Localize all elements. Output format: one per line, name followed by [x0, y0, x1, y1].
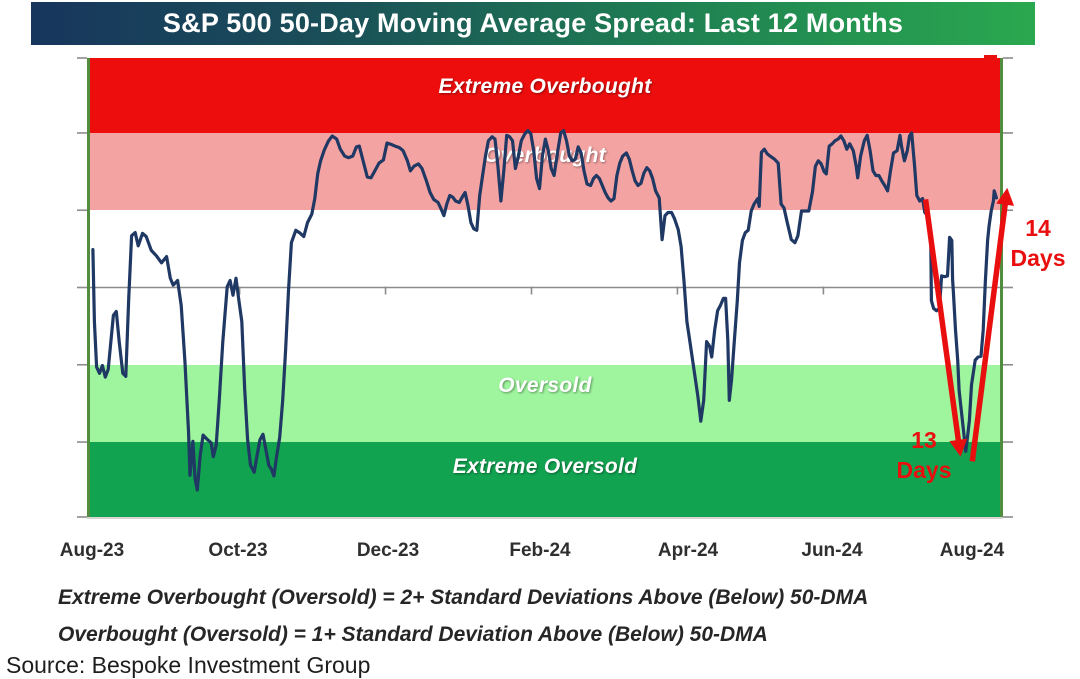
- x-axis-label-jun-24: Jun-24: [801, 540, 863, 561]
- annotation-14-days-number: 14: [1025, 215, 1051, 241]
- annotation-14-days: 14 Days: [1002, 214, 1074, 274]
- annotation-13-days: 13 Days: [886, 426, 962, 486]
- x-axis-label-oct-23: Oct-23: [208, 540, 268, 561]
- band-neutral: [90, 210, 1000, 365]
- footnote-overbought-definition: Overbought (Oversold) = 1+ Standard Devi…: [58, 623, 768, 646]
- x-axis-label-aug-23: Aug-23: [59, 540, 125, 561]
- x-axis-label-feb-24: Feb-24: [509, 540, 571, 561]
- footnote-extreme-definition: Extreme Overbought (Oversold) = 2+ Stand…: [58, 586, 869, 609]
- x-axis-label-dec-23: Dec-23: [356, 540, 420, 561]
- band-extreme-oversold: Extreme Oversold: [90, 442, 1000, 517]
- x-axis-label-aug-24: Aug-24: [939, 540, 1005, 561]
- annotation-13-days-word: Days: [896, 456, 952, 483]
- chart-title-bar: S&P 500 50-Day Moving Average Spread: La…: [31, 2, 1035, 45]
- band-label-extreme-overbought: Extreme Overbought: [438, 75, 652, 98]
- source-credit: Source: Bespoke Investment Group: [6, 652, 371, 678]
- band-label-overbought: Overbought: [484, 143, 606, 167]
- band-overbought: Overbought: [90, 132, 1000, 211]
- annotation-13-days-number: 13: [911, 427, 937, 453]
- x-axis-label-apr-24: Apr-24: [657, 540, 719, 561]
- band-label-extreme-oversold: Extreme Oversold: [452, 455, 638, 479]
- band-extreme-overbought: Extreme Overbought: [90, 58, 1000, 133]
- annotation-14-days-word: Days: [1010, 244, 1066, 271]
- plot-area: Extreme Overbought Overbought Oversold E…: [87, 58, 1003, 517]
- band-label-oversold: Oversold: [498, 373, 592, 397]
- band-oversold: Oversold: [90, 364, 1000, 443]
- chart-title: S&P 500 50-Day Moving Average Spread: La…: [162, 8, 904, 38]
